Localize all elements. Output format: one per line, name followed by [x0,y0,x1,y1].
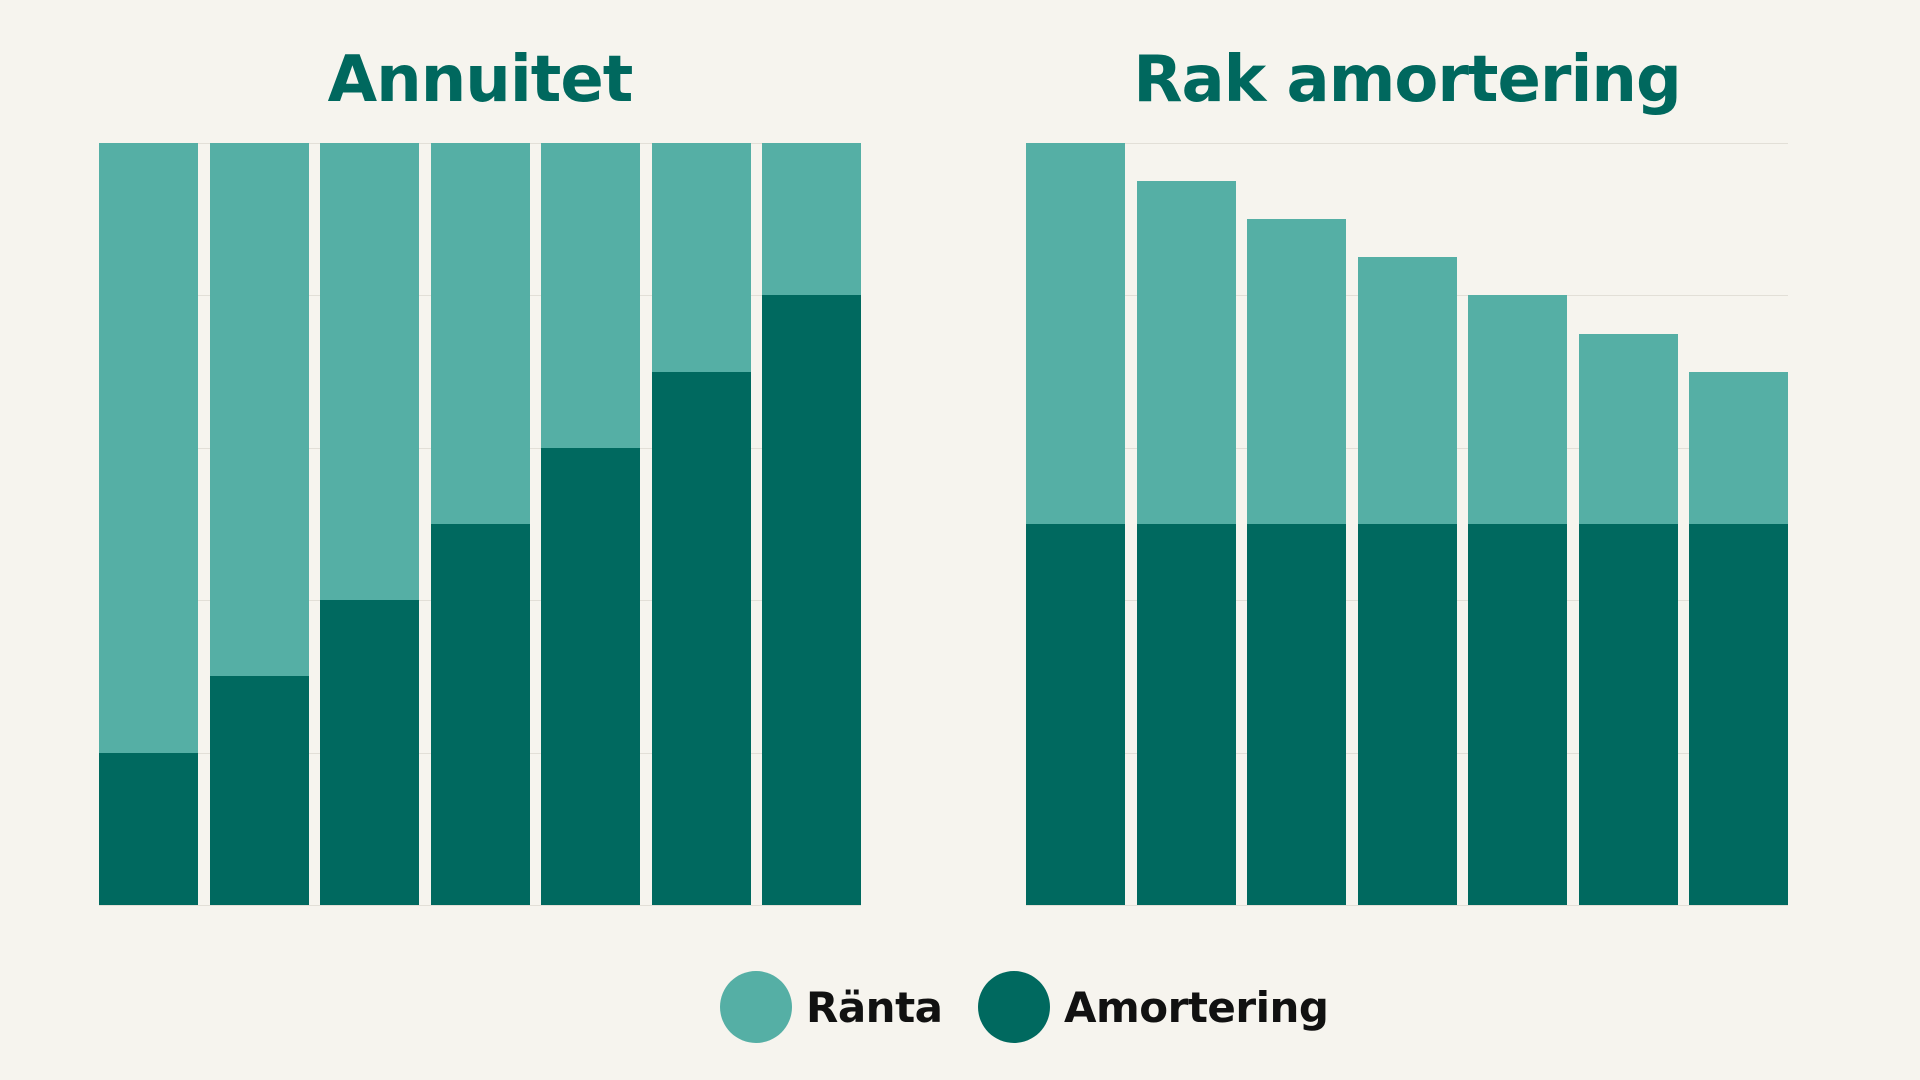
legend-label-ranta: Ränta [806,982,943,1032]
bar-5 [1468,295,1567,905]
bar-segment-amortering [1026,524,1125,905]
bar-segment-ranta [651,143,751,372]
bar-segment-ranta [320,143,419,601]
bar-segment-ranta [1357,257,1457,524]
bar-segment-amortering [320,600,419,905]
bar-segment-amortering [651,371,751,905]
bar-segment-ranta [1026,143,1125,524]
chart-title-rak-amortering: Rak amortering [1133,43,1682,117]
legend-swatch-amortering-icon [978,971,1050,1043]
chart-title-annuitet: Annuitet [327,43,634,117]
bar-segment-amortering [1247,524,1346,905]
bar-3 [1247,219,1346,905]
bar-4 [1357,257,1457,905]
bar-1 [99,143,198,905]
bar-segment-ranta [99,143,198,753]
bar-6 [1578,333,1678,905]
bar-segment-ranta [762,143,861,296]
bar-segment-ranta [1689,371,1788,524]
legend: Ränta Amortering [0,970,1920,1044]
bar-segment-amortering [1136,524,1236,905]
gridline [1026,905,1788,906]
gridline [99,905,861,906]
bar-3 [320,143,419,905]
bar-segment-amortering [1468,524,1567,905]
bar-segment-amortering [762,295,861,905]
bar-segment-amortering [1578,524,1678,905]
bar-2 [1136,181,1236,905]
gridline [1026,143,1788,144]
bar-segment-amortering [99,752,198,905]
bar-segment-ranta [430,143,530,524]
bar-segment-ranta [1468,295,1567,524]
bar-segment-ranta [1247,219,1346,524]
bar-5 [541,143,640,905]
bar-segment-ranta [1136,181,1236,524]
bar-6 [651,143,751,905]
bar-segment-amortering [430,524,530,905]
legend-swatch-ranta-icon [720,971,792,1043]
bar-7 [1689,371,1788,905]
bar-1 [1026,143,1125,905]
bar-2 [209,143,309,905]
legend-item-amortering: Amortering [978,970,1329,1044]
bar-4 [430,143,530,905]
bar-segment-amortering [541,447,640,905]
bar-segment-ranta [1578,333,1678,524]
bar-segment-amortering [209,676,309,905]
bar-segment-amortering [1357,524,1457,905]
bar-segment-amortering [1689,524,1788,905]
bar-segment-ranta [541,143,640,448]
rak-amortering-plot-area [1026,143,1788,906]
annuitet-plot-area [99,143,861,906]
bar-7 [762,143,861,905]
legend-item-ranta: Ränta [720,970,943,1044]
bar-segment-ranta [209,143,309,677]
legend-label-amortering: Amortering [1064,982,1329,1032]
